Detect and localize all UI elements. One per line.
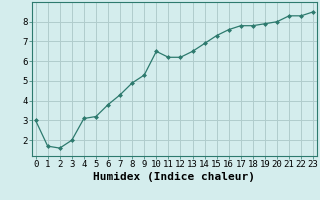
X-axis label: Humidex (Indice chaleur): Humidex (Indice chaleur) <box>93 172 255 182</box>
